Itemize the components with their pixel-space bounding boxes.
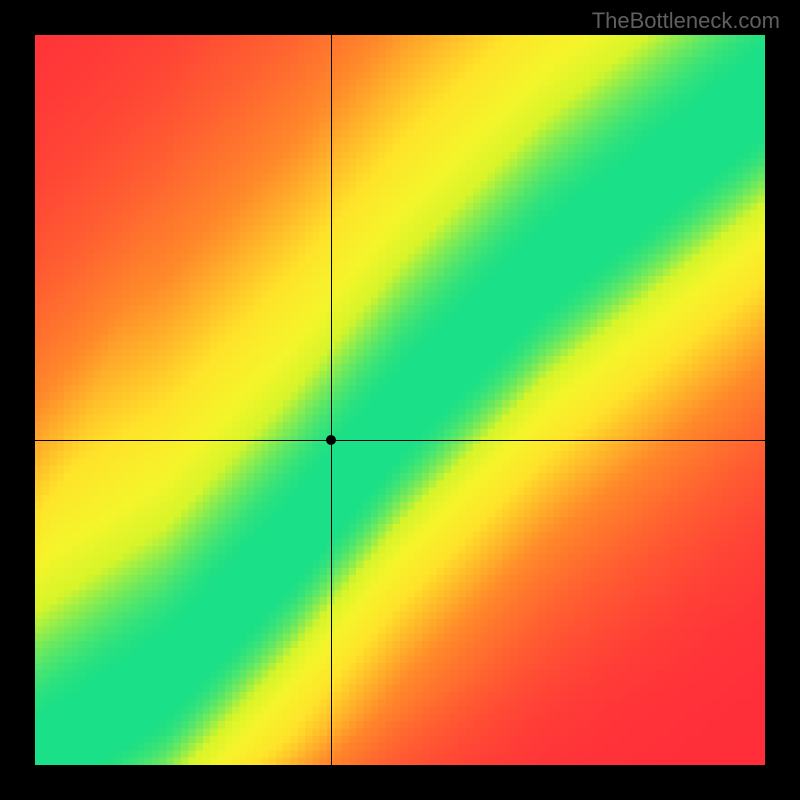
crosshair-vertical [331, 35, 332, 765]
heatmap-canvas [35, 35, 765, 765]
chart-container: TheBottleneck.com [0, 0, 800, 800]
watermark-text: TheBottleneck.com [592, 8, 780, 34]
crosshair-marker [326, 435, 336, 445]
crosshair-horizontal [35, 440, 765, 441]
plot-area [35, 35, 765, 765]
